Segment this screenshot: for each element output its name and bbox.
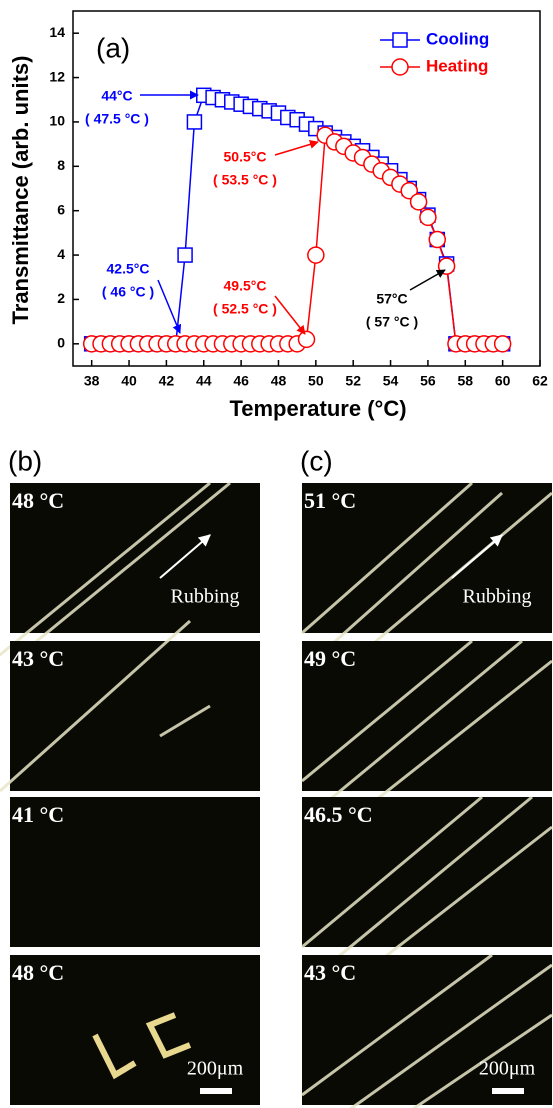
data-point [178,248,192,262]
legend-label: Heating [426,56,488,75]
annotation: 49.5°C [224,278,267,294]
x-tick-label: 42 [159,373,175,389]
y-tick-label: 6 [57,201,65,217]
annotation-arrow [158,280,180,333]
x-tick-label: 40 [121,373,137,389]
annotation: 42.5°C [107,261,150,277]
data-point [420,209,436,225]
panel-label: (c) [300,445,333,476]
scale-label: 200μm [479,1058,536,1080]
annotation: 57°C [376,291,407,307]
annotation: ( 52.5 °C ) [213,301,277,317]
x-tick-label: 44 [196,373,212,389]
legend-label: Cooling [426,29,489,48]
y-tick-label: 14 [49,24,65,40]
x-tick-label: 38 [84,373,100,389]
temperature-label: 49 °C [304,646,356,671]
x-tick-label: 46 [233,373,249,389]
x-tick-label: 56 [420,373,436,389]
data-point [308,247,324,263]
annotation: ( 47.5 °C ) [85,111,149,127]
y-axis-label: Transmittance (arb. units) [8,56,33,325]
legend-marker [393,33,407,47]
temperature-label: 48 °C [12,960,64,985]
temperature-label: 51 °C [304,488,356,513]
data-point [187,115,201,129]
y-tick-label: 12 [49,68,65,84]
temperature-label: 48 °C [12,488,64,513]
temperature-label: 43 °C [12,646,64,671]
rubbing-label: Rubbing [171,586,240,608]
annotation: 50.5°C [224,149,267,165]
scale-label: 200μm [187,1058,244,1080]
data-point [495,336,511,352]
temperature-label: 41 °C [12,802,64,827]
data-point [411,194,427,210]
y-tick-label: 2 [57,290,65,306]
annotation-arrow [275,142,318,155]
x-tick-label: 54 [383,373,399,389]
x-tick-label: 60 [495,373,511,389]
figure: (a) Temperature (°C) Transmittance (arb.… [0,0,553,1108]
y-tick-label: 10 [49,113,65,129]
y-tick-label: 4 [57,246,65,262]
y-tick-label: 8 [57,157,65,173]
y-tick-label: 0 [57,335,65,351]
x-tick-label: 50 [308,373,324,389]
scale-bar [492,1088,524,1094]
annotation-arrow [410,270,445,290]
x-tick-label: 58 [457,373,473,389]
temperature-label: 46.5 °C [304,802,373,827]
x-tick-label: 52 [345,373,361,389]
panel-label: (b) [8,445,42,476]
x-axis-label: Temperature (°C) [229,396,406,421]
temperature-label: 43 °C [304,960,356,985]
rubbing-label: Rubbing [463,586,532,608]
data-point [299,331,315,347]
x-tick-label: 62 [532,373,548,389]
series-line [92,95,503,344]
x-tick-label: 48 [271,373,287,389]
scale-bar [200,1088,232,1094]
panel-label: (a) [96,32,130,63]
annotation-arrow [275,296,305,334]
annotation: 44°C [101,88,132,104]
legend-marker [392,59,408,75]
annotation: ( 57 °C ) [366,314,418,330]
data-point [429,232,445,248]
annotation: ( 53.5 °C ) [213,172,277,188]
annotation: ( 46 °C ) [102,284,154,300]
